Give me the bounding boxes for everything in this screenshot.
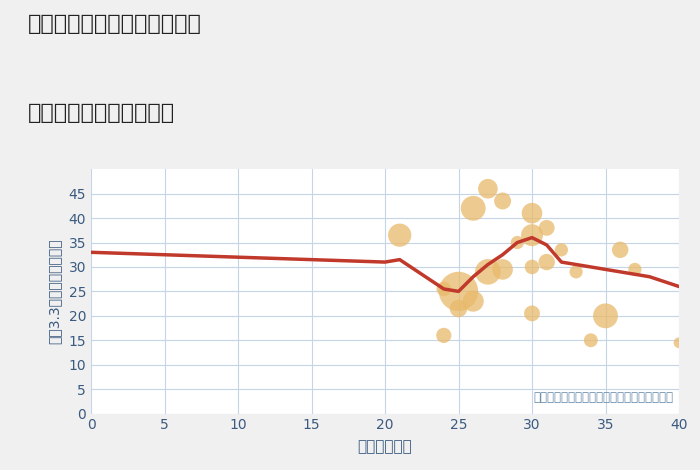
- Point: [570, 268, 582, 275]
- Point: [512, 239, 523, 246]
- Point: [629, 266, 641, 273]
- Point: [541, 258, 552, 266]
- Point: [468, 204, 479, 212]
- Point: [526, 210, 538, 217]
- Point: [468, 298, 479, 305]
- Text: 円の大きさは、取引のあった物件面積を示す: 円の大きさは、取引のあった物件面積を示す: [533, 391, 673, 404]
- Point: [482, 268, 493, 275]
- Text: 三重県四日市市あがたが丘の: 三重県四日市市あがたが丘の: [28, 14, 202, 34]
- Point: [453, 288, 464, 295]
- Point: [394, 231, 405, 239]
- Point: [615, 246, 626, 254]
- Point: [453, 305, 464, 312]
- Point: [600, 312, 611, 320]
- Point: [526, 263, 538, 271]
- Point: [438, 285, 449, 293]
- Point: [497, 197, 508, 205]
- Point: [541, 224, 552, 232]
- Y-axis label: 坪（3.3㎡）単価（万円）: 坪（3.3㎡）単価（万円）: [48, 239, 62, 344]
- Point: [526, 231, 538, 239]
- Point: [556, 246, 567, 254]
- Point: [673, 339, 685, 346]
- Point: [526, 310, 538, 317]
- X-axis label: 築年数（年）: 築年数（年）: [358, 439, 412, 454]
- Text: 築年数別中古戸建て価格: 築年数別中古戸建て価格: [28, 103, 175, 124]
- Point: [482, 185, 493, 193]
- Point: [438, 332, 449, 339]
- Point: [585, 337, 596, 344]
- Point: [497, 266, 508, 273]
